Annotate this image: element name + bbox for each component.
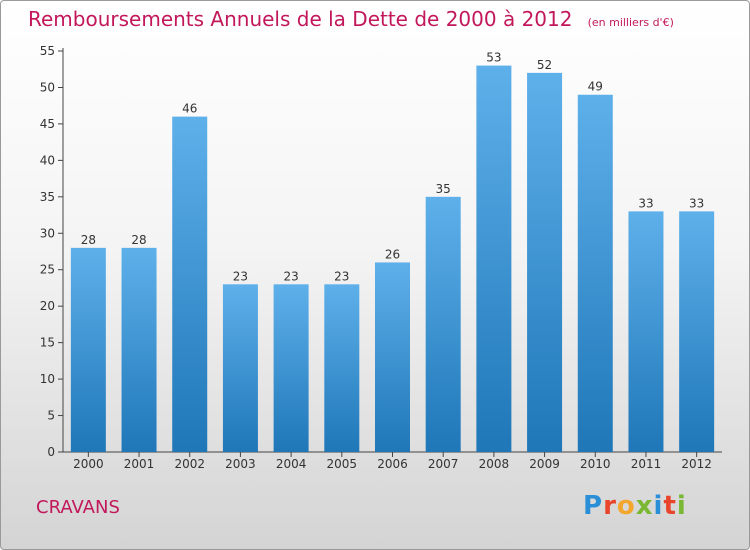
x-tick-label-2012: 2012 — [681, 457, 712, 471]
data-label-2000: 28 — [81, 233, 96, 247]
y-tick-label: 15 — [40, 336, 55, 350]
bar-2012 — [679, 211, 715, 452]
logo-letter: P — [583, 491, 604, 521]
x-tick-label-2008: 2008 — [479, 457, 510, 471]
y-tick-label: 55 — [40, 44, 55, 58]
bar-2000 — [70, 247, 106, 452]
chart-unit: (en milliers d'€) — [587, 16, 674, 29]
data-label-2010: 49 — [588, 80, 603, 94]
y-tick-label: 50 — [40, 80, 55, 94]
data-label-2012: 33 — [689, 196, 704, 210]
x-tick-label-2007: 2007 — [428, 457, 459, 471]
x-tick-label-2002: 2002 — [174, 457, 205, 471]
x-tick-label-2000: 2000 — [73, 457, 104, 471]
proxiti-logo: Proxiti — [583, 491, 687, 521]
y-tick-label: 5 — [47, 409, 55, 423]
x-tick-label-2006: 2006 — [377, 457, 408, 471]
x-tick-label-2003: 2003 — [225, 457, 256, 471]
bar-2011 — [628, 211, 664, 452]
bar-2009 — [527, 72, 563, 452]
bar-2002 — [172, 116, 208, 453]
data-label-2006: 26 — [385, 247, 400, 261]
data-label-2005: 23 — [334, 269, 349, 283]
x-tick-label-2005: 2005 — [327, 457, 358, 471]
logo-letter: x — [635, 491, 654, 521]
x-tick-labels: 2000 2001 2002 2003 2004 2005 2006 2007 2008 2009… — [73, 457, 712, 471]
bar-2006 — [375, 262, 410, 452]
data-label-2003: 23 — [233, 269, 248, 283]
x-tick-label-2004: 2004 — [276, 457, 307, 471]
x-tick-label-2011: 2011 — [631, 457, 662, 471]
data-label-2004: 23 — [283, 269, 298, 283]
commune-name: CRAVANS — [36, 497, 120, 518]
logo-letter: r — [603, 491, 617, 521]
y-tick-label: 25 — [40, 263, 55, 277]
bar-2005 — [324, 284, 360, 452]
bar-2004 — [273, 284, 309, 452]
y-tick-label: 45 — [40, 117, 55, 131]
bar-2007 — [425, 196, 461, 452]
title-row: Remboursements Annuels de la Dette de 20… — [28, 7, 674, 31]
data-label-2011: 33 — [638, 196, 653, 210]
logo-letter: o — [616, 491, 636, 521]
data-labels: 28 28 46 23 23 23 26 35 53 52 49 33 33 — [81, 51, 705, 284]
y-tick-labels: 0 5 10 15 20 25 30 35 40 45 50 55 — [40, 44, 55, 459]
bars — [70, 65, 715, 453]
bar-2008 — [476, 65, 512, 452]
bar-2001 — [121, 247, 157, 452]
y-tick-label: 10 — [40, 372, 55, 386]
data-label-2009: 52 — [537, 58, 552, 72]
y-tick-label: 35 — [40, 190, 55, 204]
y-tick-label: 0 — [47, 445, 55, 459]
logo-letter: t — [663, 491, 677, 521]
bar-2003 — [222, 284, 258, 452]
bar-2010 — [577, 94, 613, 452]
logo-letter: i — [653, 491, 664, 521]
data-label-2007: 35 — [436, 182, 451, 196]
data-label-2001: 28 — [131, 233, 146, 247]
x-tick-label-2010: 2010 — [580, 457, 611, 471]
data-label-2008: 53 — [486, 51, 501, 65]
chart-title: Remboursements Annuels de la Dette de 20… — [28, 7, 573, 31]
x-tick-label-2009: 2009 — [529, 457, 560, 471]
x-tick-label-2001: 2001 — [124, 457, 155, 471]
y-tick-label: 30 — [40, 226, 55, 240]
y-tick-label: 20 — [40, 299, 55, 313]
y-tick-label: 40 — [40, 153, 55, 167]
data-label-2002: 46 — [182, 102, 197, 116]
logo-letter: i — [676, 491, 687, 521]
